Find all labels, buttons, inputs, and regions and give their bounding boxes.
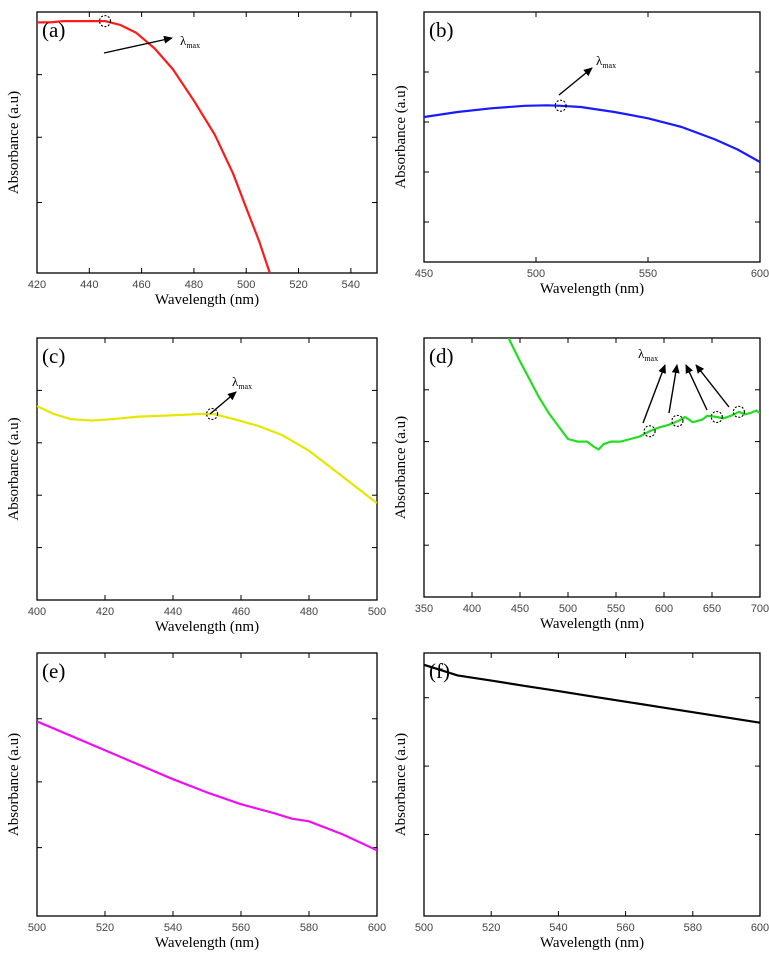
lambda-max-marker (671, 414, 684, 427)
y-axis-title: Absorbance (a.u) (393, 733, 409, 836)
x-tick-label: 440 (80, 279, 98, 291)
panel-5: 500 520 540 560 580 600 Wavelength (nm) Absorba… (6, 652, 386, 951)
panel-label: (f) (429, 659, 450, 683)
panel-label: (c) (42, 344, 65, 368)
panel-1: 420 440 460 480 500 520 540 Wavelength (nm) Abso… (6, 11, 378, 308)
series-line (507, 338, 760, 451)
x-tick-label: 540 (164, 922, 182, 934)
x-tick-label: 700 (751, 603, 769, 615)
x-tick-label: 520 (482, 922, 500, 934)
lambda-max-marker (206, 407, 219, 421)
panel-2: 450 500 550 600 Wavelength (nm) Absorbance (a… (393, 11, 769, 297)
annotation-arrow (668, 364, 680, 414)
series-line (37, 405, 377, 504)
x-tick-label: 600 (655, 603, 673, 615)
panel-label: (b) (429, 18, 454, 42)
x-tick-label: 580 (684, 922, 702, 934)
annotation-arrow (685, 364, 708, 411)
x-tick-label: 500 (237, 279, 255, 291)
axes-frame (36, 652, 378, 917)
panel-label: (e) (42, 659, 65, 683)
x-tick-label: 600 (368, 922, 386, 934)
x-tick-label: 480 (300, 606, 318, 618)
panel-6: 500 520 540 560 580 600 Wavelength (nm) Absorba… (393, 652, 769, 951)
x-tick-label: 420 (96, 606, 114, 618)
x-tick-label: 520 (289, 279, 307, 291)
x-tick-label: 600 (751, 268, 769, 280)
lambda-max-marker (554, 99, 567, 112)
x-tick-label: 650 (703, 603, 721, 615)
axes-frame (423, 337, 761, 598)
x-tick-label: 520 (96, 922, 114, 934)
lambda-max-label: λmax (638, 346, 658, 363)
x-tick-label: 350 (415, 603, 433, 615)
annotation-arrow (558, 67, 593, 96)
x-tick-label: 560 (616, 922, 634, 934)
lambda-max-label: λmax (596, 53, 616, 70)
lambda-max-label: λmax (180, 33, 200, 50)
series-line (37, 720, 377, 852)
series-line (424, 663, 760, 724)
x-tick-label: 420 (28, 279, 46, 291)
x-tick-label: 460 (232, 606, 250, 618)
panel-3: 400 420 440 460 480 500 Wavelength (nm) Absorba… (6, 337, 386, 635)
y-axis-title: Absorbance (a.u) (393, 416, 409, 519)
axes-frame (36, 337, 378, 601)
x-tick-label: 450 (415, 268, 433, 280)
x-tick-label: 540 (549, 922, 567, 934)
series-line (424, 104, 760, 163)
axes-frame (36, 11, 378, 274)
x-axis-title: Wavelength (nm) (540, 281, 644, 297)
x-tick-label: 500 (527, 268, 545, 280)
lambda-max-marker (98, 15, 112, 28)
x-tick-label: 500 (559, 603, 577, 615)
x-tick-label: 500 (368, 606, 386, 618)
annotation-arrow (103, 35, 173, 54)
x-tick-label: 600 (751, 922, 769, 934)
x-tick-label: 400 (463, 603, 481, 615)
lambda-max-marker (643, 425, 656, 438)
x-tick-label: 540 (342, 279, 360, 291)
x-tick-label: 400 (28, 606, 46, 618)
x-tick-label: 500 (415, 922, 433, 934)
lambda-max-marker (710, 410, 723, 424)
annotation-arrow (642, 364, 666, 424)
x-axis-title: Wavelength (nm) (540, 935, 644, 951)
x-tick-label: 460 (132, 279, 150, 291)
axes-frame (423, 652, 761, 917)
x-tick-label: 480 (185, 279, 203, 291)
x-tick-label: 500 (28, 922, 46, 934)
x-tick-label: 560 (232, 922, 250, 934)
y-axis-title: Absorbance (a.u) (393, 85, 409, 188)
annotation-arrow (695, 364, 730, 408)
y-axis-title: Absorbance (a.u) (6, 733, 22, 836)
panel-label: (d) (429, 344, 454, 368)
x-axis-title: Wavelength (nm) (155, 292, 259, 308)
panel-label: (a) (42, 18, 65, 42)
x-tick-label: 450 (511, 603, 529, 615)
x-tick-label: 580 (300, 922, 318, 934)
y-axis-title: Absorbance (a.u) (6, 91, 22, 194)
axes-frame (423, 11, 761, 263)
y-axis-title: Absorbance (a.u) (6, 417, 22, 520)
lambda-max-marker (732, 405, 745, 418)
x-axis-title: Wavelength (nm) (155, 619, 259, 635)
x-axis-title: Wavelength (nm) (155, 935, 259, 951)
x-axis-title: Wavelength (nm) (540, 616, 644, 632)
annotation-arrow (209, 391, 237, 415)
x-tick-label: 550 (607, 603, 625, 615)
lambda-max-label: λmax (232, 374, 252, 391)
panel-4: 350 400 450 500 550 600 650 700 Wavelength (nm) A… (393, 337, 769, 632)
x-tick-label: 440 (164, 606, 182, 618)
series-line (37, 20, 271, 273)
x-tick-label: 550 (639, 268, 657, 280)
